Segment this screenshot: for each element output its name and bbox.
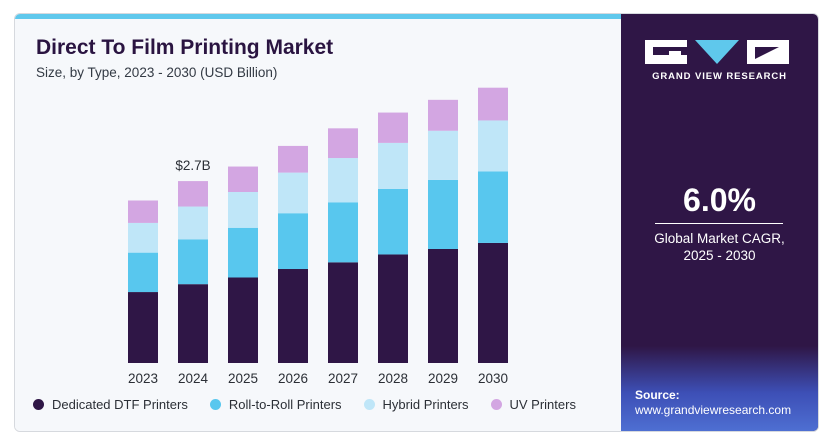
legend-swatch-roll	[209, 399, 221, 410]
bar-segment-2027-series-2	[328, 158, 358, 203]
bar-segment-2023-series-3	[128, 200, 158, 223]
bar-segment-2029-series-3	[428, 99, 458, 131]
x-tick-label-2023: 2023	[128, 371, 158, 386]
chart-panel: Direct To Film Printing Market Size, by …	[15, 14, 621, 431]
bar-segment-2023-series-0	[128, 292, 158, 363]
x-tick-label-2028: 2028	[378, 371, 408, 386]
chart-title: Direct To Film Printing Market	[36, 36, 334, 59]
bar-segment-2030-series-0	[478, 242, 508, 363]
x-tick-label-2026: 2026	[278, 371, 308, 386]
bar-segment-2026-series-1	[278, 213, 308, 270]
legend-item-hybrid: Hybrid Printers	[363, 397, 469, 412]
bar-segment-2029-series-0	[428, 249, 458, 363]
legend-label-dedicated: Dedicated DTF Printers	[52, 397, 188, 412]
legend-swatch-hybrid	[363, 399, 375, 410]
legend-label-uv: UV Printers	[509, 397, 576, 412]
cagr-value: 6.0%	[683, 182, 756, 218]
cagr-divider	[655, 223, 783, 224]
x-tick-label-2030: 2030	[478, 371, 508, 386]
legend-label-hybrid: Hybrid Printers	[382, 397, 469, 412]
x-tick-label-2024: 2024	[178, 371, 209, 386]
bar-segment-2026-series-3	[278, 145, 308, 173]
x-tick-label-2025: 2025	[228, 371, 258, 386]
cagr-label-line1: Global Market CAGR,	[654, 231, 785, 246]
bar-segment-2028-series-0	[378, 254, 408, 363]
legend-item-roll: Roll-to-Roll Printers	[209, 397, 342, 412]
legend-item-uv: UV Printers	[490, 397, 576, 412]
bar-segment-2030-series-2	[478, 120, 508, 172]
x-tick-label-2029: 2029	[428, 371, 458, 386]
bar-segment-2025-series-2	[228, 192, 258, 228]
cagr-label: Global Market CAGR, 2025 - 2030	[621, 230, 818, 264]
chart-legend: Dedicated DTF Printers Roll-to-Roll Prin…	[33, 397, 576, 412]
report-card: Direct To Film Printing Market Size, by …	[14, 13, 819, 432]
bar-segment-2024-series-0	[178, 284, 208, 363]
bar-segment-2026-series-0	[278, 269, 308, 363]
bar-segment-2024-series-3	[178, 181, 208, 207]
grand-view-research-logo	[645, 40, 789, 64]
cagr-label-line2: 2025 - 2030	[683, 248, 756, 263]
bar-segment-2028-series-3	[378, 112, 408, 143]
bar-segment-2030-series-1	[478, 171, 508, 243]
bar-segment-2026-series-2	[278, 172, 308, 214]
bar-segment-2029-series-2	[428, 130, 458, 180]
bar-segment-2028-series-2	[378, 142, 408, 189]
bar-segment-2024-series-1	[178, 239, 208, 285]
bar-segment-2025-series-3	[228, 166, 258, 192]
chart-subtitle: Size, by Type, 2023 - 2030 (USD Billion)	[36, 65, 278, 80]
info-panel: GRAND VIEW RESEARCH 6.0% Global Market C…	[621, 14, 818, 431]
bar-segment-2027-series-3	[328, 128, 358, 159]
data-label-2024: $2.7B	[175, 158, 210, 173]
legend-swatch-dedicated	[33, 399, 44, 410]
bar-segment-2027-series-1	[328, 202, 358, 263]
legend-swatch-uv	[490, 399, 502, 410]
bar-segment-2027-series-0	[328, 262, 358, 363]
source-box: Source: www.grandviewresearch.com	[621, 346, 818, 431]
bar-segment-2024-series-2	[178, 206, 208, 240]
source-link[interactable]: www.grandviewresearch.com	[635, 403, 792, 417]
source-label: Source:	[635, 388, 680, 402]
bar-segment-2029-series-1	[428, 179, 458, 249]
bar-segment-2023-series-2	[128, 222, 158, 253]
bar-segment-2030-series-3	[478, 87, 508, 121]
bar-segment-2025-series-0	[228, 277, 258, 363]
legend-label-roll: Roll-to-Roll Printers	[228, 397, 342, 412]
legend-item-dedicated: Dedicated DTF Printers	[33, 397, 188, 412]
stacked-bar-chart: 2023 2024 $2.7B 2025 2026 2027 2028 2029 2030	[128, 87, 508, 386]
brand-name: GRAND VIEW RESEARCH	[652, 71, 787, 82]
bar-segment-2023-series-1	[128, 252, 158, 293]
bar-segment-2028-series-1	[378, 188, 408, 255]
accent-bar	[15, 14, 621, 19]
x-tick-label-2027: 2027	[328, 371, 358, 386]
bar-segment-2025-series-1	[228, 227, 258, 278]
